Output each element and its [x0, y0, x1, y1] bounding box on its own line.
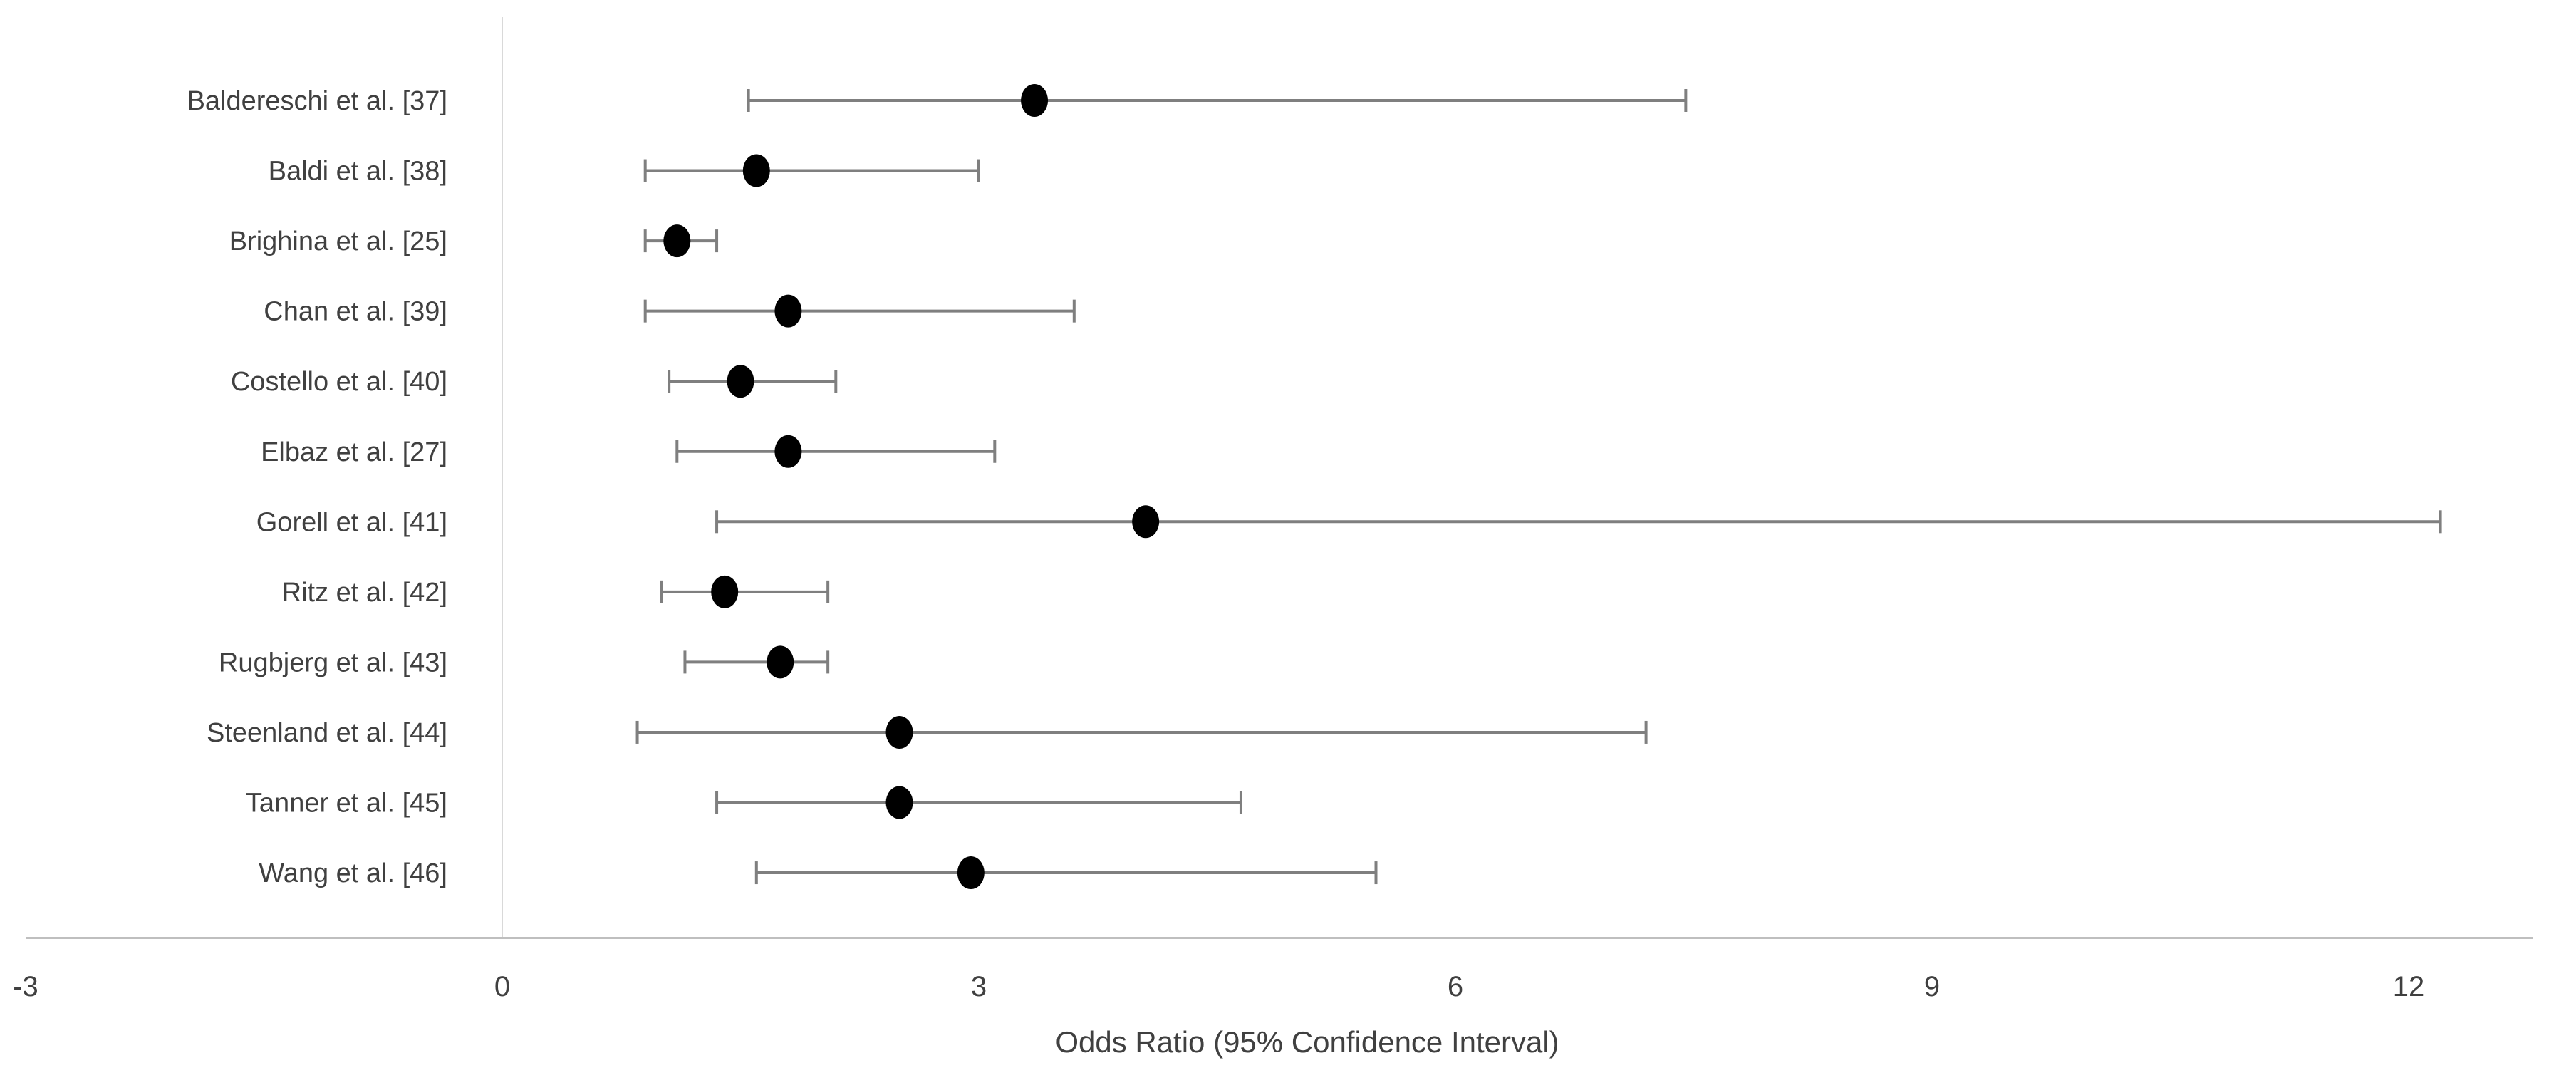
odds-ratio-marker [767, 645, 794, 678]
study-row: Chan et al. [39] [264, 295, 1074, 328]
study-row: Baldereschi et al. [37] [187, 84, 1686, 117]
study-label: Baldi et al. [38] [269, 157, 447, 187]
study-row: Gorell et al. [41] [256, 505, 2441, 538]
study-label: Rugbjerg et al. [43] [219, 648, 447, 677]
study-row: Rugbjerg et al. [43] [219, 645, 828, 678]
odds-ratio-marker [1021, 84, 1048, 117]
odds-ratio-marker [743, 155, 770, 187]
x-axis-tick-labels: -3 0 3 6 9 12 [13, 971, 2424, 1002]
study-label: Tanner et al. [45] [246, 789, 447, 819]
x-tick-label: 6 [1448, 971, 1463, 1002]
study-label: Brighina et al. [25] [229, 227, 447, 256]
x-axis-title: Odds Ratio (95% Confidence Interval) [1055, 1025, 1559, 1059]
study-row: Ritz et al. [42] [282, 576, 828, 608]
study-row: Elbaz et al. [27] [261, 435, 994, 468]
study-label: Chan et al. [39] [264, 297, 447, 327]
study-row: Baldi et al. [38] [269, 155, 979, 187]
odds-ratio-marker [663, 224, 690, 257]
study-row: Wang et al. [46] [259, 856, 1376, 889]
study-label: Costello et al. [40] [231, 367, 447, 397]
forest-plot-figure: Baldereschi et al. [37] Baldi et al. [38]… [0, 0, 2576, 1080]
study-rows: Baldereschi et al. [37] Baldi et al. [38]… [187, 84, 2441, 889]
study-label: Gorell et al. [41] [256, 507, 447, 537]
odds-ratio-marker [886, 716, 913, 749]
study-row: Costello et al. [40] [231, 365, 836, 398]
study-row: Brighina et al. [25] [229, 224, 717, 257]
x-tick-label: 9 [1924, 971, 1940, 1002]
x-tick-label: 12 [2393, 971, 2425, 1002]
odds-ratio-marker [774, 435, 801, 468]
study-label: Ritz et al. [42] [282, 578, 447, 608]
x-tick-label: -3 [13, 971, 38, 1002]
odds-ratio-marker [711, 576, 738, 608]
odds-ratio-marker [774, 295, 801, 328]
odds-ratio-marker [727, 365, 754, 398]
study-label: Wang et al. [46] [259, 858, 447, 888]
x-tick-label: 0 [494, 971, 510, 1002]
study-row: Tanner et al. [45] [246, 786, 1241, 819]
odds-ratio-marker [957, 856, 985, 889]
odds-ratio-marker [886, 786, 913, 819]
x-tick-label: 3 [971, 971, 987, 1002]
study-label: Steenland et al. [44] [207, 718, 447, 748]
study-label: Baldereschi et al. [37] [187, 86, 447, 116]
forest-plot-canvas: Baldereschi et al. [37] Baldi et al. [38]… [0, 0, 2576, 1080]
study-label: Elbaz et al. [27] [261, 437, 447, 467]
study-row: Steenland et al. [44] [207, 716, 1646, 749]
odds-ratio-marker [1132, 505, 1159, 538]
